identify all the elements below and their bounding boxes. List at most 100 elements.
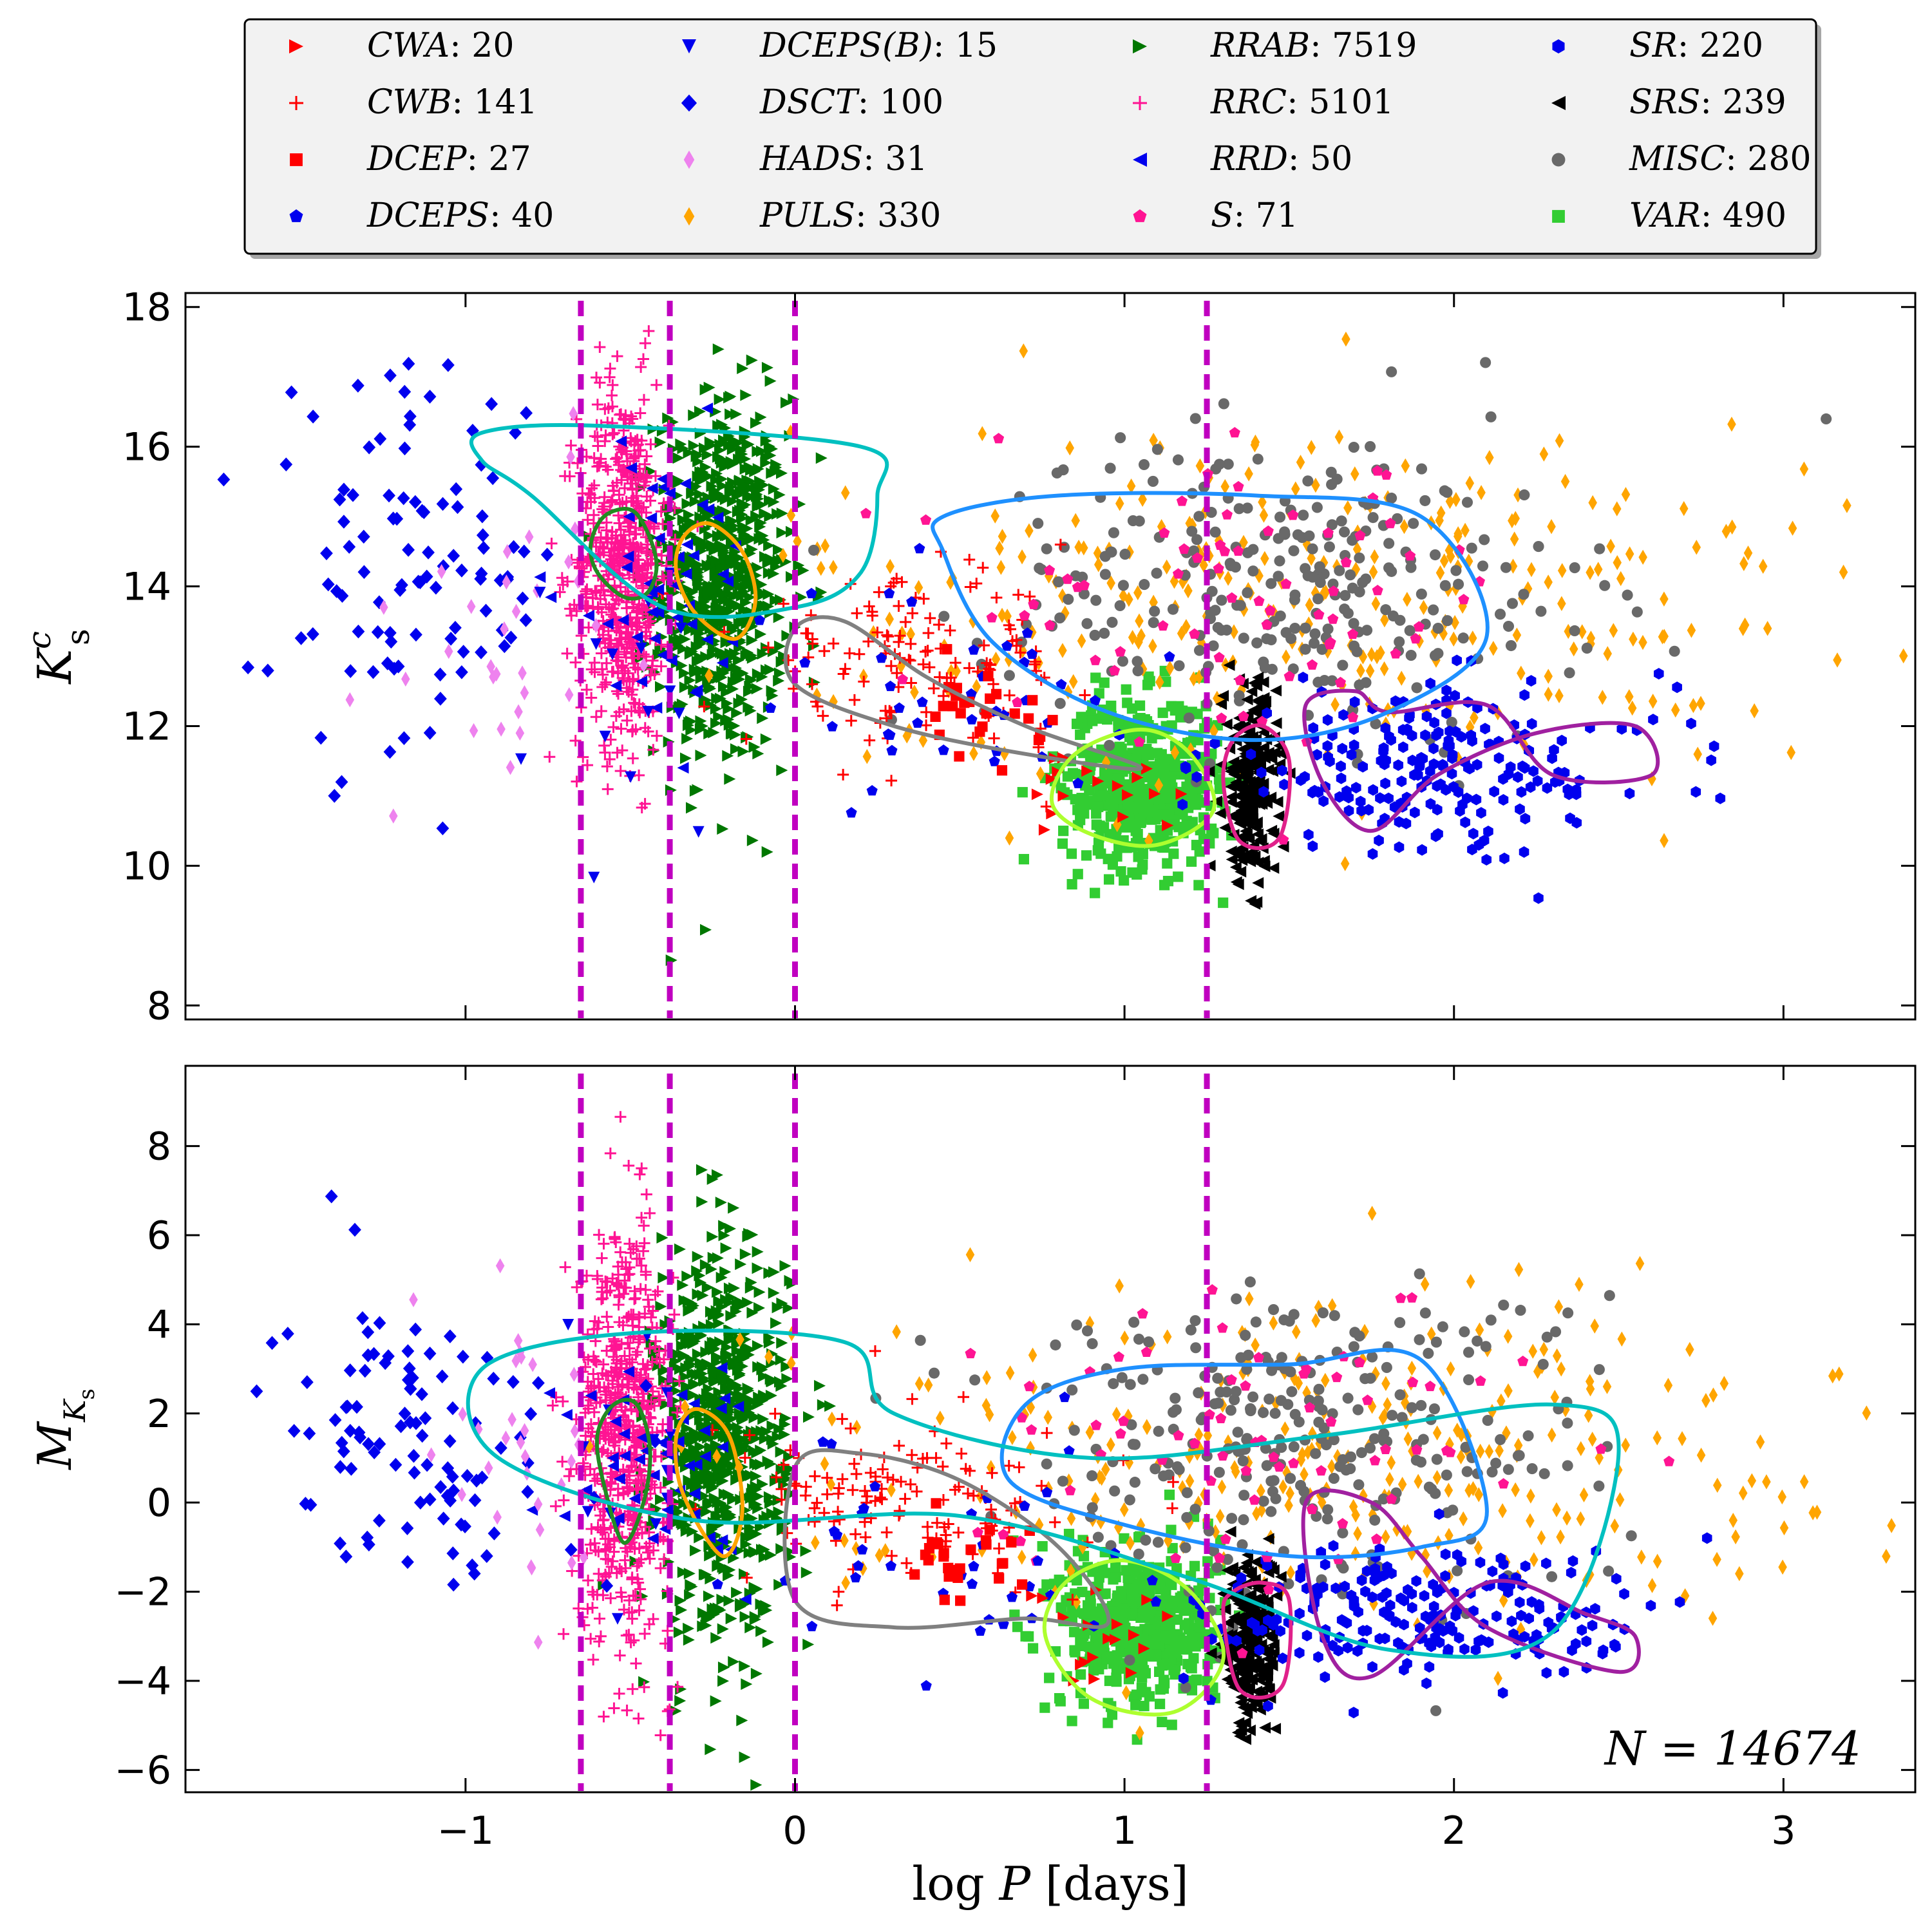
point-cwb [927, 683, 940, 695]
point-var [1079, 808, 1090, 819]
point-misc [1090, 594, 1102, 606]
point-rrab [688, 439, 700, 451]
point-puls [1401, 458, 1410, 474]
point-rrc [571, 775, 583, 788]
point-rrab [694, 406, 706, 418]
point-rrc [592, 601, 604, 613]
point-sr [1476, 807, 1486, 819]
point-misc [1569, 562, 1580, 574]
point-rrab [728, 524, 740, 536]
point-sr [1525, 781, 1536, 793]
point-rrab [655, 681, 667, 693]
point-dsct [403, 417, 417, 432]
point-rrab [754, 520, 766, 533]
point-var [1155, 1684, 1166, 1695]
point-sr [1180, 762, 1191, 775]
point-misc [1334, 565, 1345, 576]
point-sr [1715, 792, 1726, 804]
point-dsct [337, 482, 350, 497]
point-dsct [436, 497, 450, 511]
point-rrab [723, 392, 735, 404]
point-rrab [706, 540, 719, 552]
point-cwb [988, 732, 1000, 744]
point-puls [1165, 660, 1175, 676]
point-rrc [571, 605, 583, 617]
point-rrab [786, 571, 798, 583]
point-sr [1380, 777, 1390, 790]
point-var [1126, 703, 1138, 714]
point-rrc [630, 450, 642, 462]
point-sr [1396, 775, 1407, 788]
point-rrc [629, 661, 641, 674]
point-rrab [740, 389, 752, 401]
point-puls [1197, 635, 1206, 650]
point-rrab [774, 640, 786, 652]
point-rrc [612, 621, 625, 634]
point-puls [1311, 585, 1320, 601]
point-sr [1279, 779, 1289, 791]
point-misc [1300, 622, 1311, 634]
point-srs [1220, 718, 1233, 730]
point-rrab [677, 442, 689, 455]
point-rrab [736, 564, 748, 576]
point-rrc [629, 528, 641, 540]
point-sr [1258, 786, 1269, 798]
point-dsct [397, 491, 410, 506]
point-rrab [731, 707, 743, 719]
point-sr [1624, 788, 1635, 800]
point-misc [1383, 538, 1395, 549]
point-rrc [621, 602, 633, 614]
point-misc [1311, 502, 1323, 513]
point-puls [1638, 634, 1647, 650]
point-sr [1312, 748, 1322, 761]
point-sr [1355, 795, 1366, 808]
point-dsct [455, 665, 468, 679]
point-rrc [644, 495, 656, 507]
point-puls [1199, 557, 1208, 573]
point-var [1112, 851, 1122, 862]
point-dsct [475, 566, 488, 581]
point-puls [978, 426, 987, 442]
point-rrc [585, 692, 598, 704]
point-puls [1305, 597, 1314, 613]
point-rrab [746, 634, 758, 647]
point-srs [1226, 853, 1238, 866]
point-puls [1446, 549, 1455, 564]
point-misc [1314, 561, 1325, 573]
point-misc [1351, 646, 1363, 658]
point-misc [1300, 643, 1311, 655]
point-rrab [679, 667, 691, 679]
point-puls [1255, 568, 1264, 583]
point-cwb [863, 600, 875, 612]
legend-marker-var [1552, 210, 1565, 223]
point-var [1058, 826, 1069, 837]
point-rrab [733, 455, 745, 467]
point-rrab [714, 603, 726, 616]
point-sr [1526, 675, 1537, 687]
point-sr [1334, 791, 1345, 803]
point-puls [1154, 777, 1164, 793]
point-sr [1448, 781, 1459, 793]
point-rrab [780, 397, 792, 409]
point-sr [1425, 765, 1435, 777]
ytick-label: 10 [122, 844, 171, 889]
point-var [1075, 1669, 1086, 1680]
point-puls [1544, 687, 1553, 702]
point-puls [1727, 519, 1737, 535]
point-var [1110, 1571, 1121, 1583]
point-puls [1470, 710, 1479, 726]
point-sr [1349, 739, 1359, 752]
point-puls [1671, 702, 1680, 718]
point-srs [1227, 756, 1240, 768]
point-misc [1419, 495, 1431, 506]
point-rrab [712, 583, 724, 596]
point-cwb [858, 676, 870, 688]
point-rrc [646, 663, 658, 676]
point-dsct [343, 540, 356, 554]
point-var [1037, 1540, 1048, 1552]
point-misc [1480, 357, 1492, 368]
point-var [1072, 869, 1083, 880]
legend-marker-cwb [289, 96, 303, 110]
point-puls [1352, 542, 1362, 557]
point-puls [1689, 697, 1698, 714]
